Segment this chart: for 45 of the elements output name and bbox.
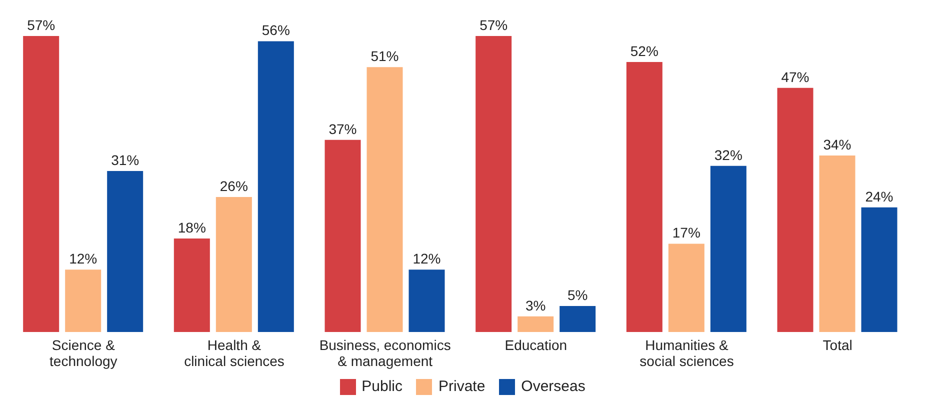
bar — [819, 155, 856, 332]
bar — [408, 270, 445, 332]
x-tick-label: Health & clinical sciences — [184, 337, 284, 369]
data-label: 32% — [714, 146, 742, 163]
bar — [476, 36, 512, 332]
bar — [710, 166, 746, 332]
data-label: 24% — [865, 188, 894, 204]
data-label: 18% — [178, 220, 206, 236]
bar — [107, 171, 144, 332]
data-label: 47% — [781, 68, 810, 85]
legend-label: Private — [437, 378, 486, 395]
data-label: 37% — [328, 120, 357, 137]
data-label: 12% — [69, 250, 98, 267]
x-tick-label: Science & technology — [50, 337, 118, 369]
bar — [861, 207, 898, 332]
data-label: 3% — [525, 297, 546, 314]
bar — [777, 88, 814, 332]
data-label: 51% — [370, 48, 399, 64]
data-label: 17% — [672, 224, 700, 241]
bar — [560, 306, 596, 332]
bar — [65, 270, 102, 332]
x-tick-label: Total — [822, 337, 852, 353]
bar — [668, 244, 704, 332]
x-tick-label: Business, economics & management — [319, 337, 451, 369]
data-label: 5% — [567, 287, 588, 304]
data-label: 34% — [823, 136, 852, 152]
legend-label: Public — [360, 378, 402, 395]
data-label: 56% — [262, 22, 290, 38]
bar — [324, 140, 361, 332]
bar — [366, 67, 403, 332]
data-label: 57% — [480, 17, 508, 33]
data-label: 12% — [412, 250, 441, 267]
bar — [258, 41, 294, 332]
bar — [23, 36, 60, 332]
x-tick-label: Education — [504, 337, 568, 353]
data-label: 31% — [111, 152, 140, 168]
bar — [216, 196, 252, 332]
legend-label: Overseas — [520, 378, 586, 395]
bar — [174, 238, 210, 332]
bar — [518, 316, 554, 332]
x-tick-label: Humanities & social sciences — [640, 337, 734, 369]
data-label: 26% — [220, 178, 248, 194]
data-label: 52% — [630, 42, 658, 59]
data-label: 57% — [27, 17, 56, 33]
bar — [626, 62, 662, 332]
